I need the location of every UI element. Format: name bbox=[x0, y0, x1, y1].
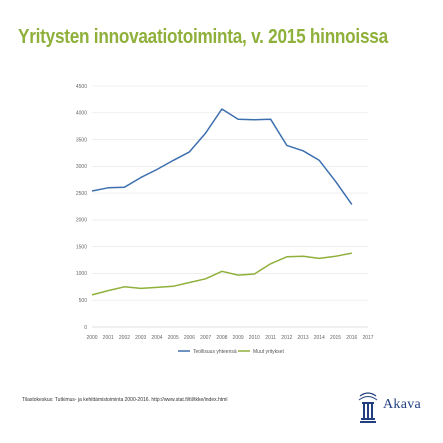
y-tick-label: 1500 bbox=[76, 244, 87, 250]
x-tick-label: 2017 bbox=[362, 335, 373, 341]
x-tick-label: 2013 bbox=[297, 335, 308, 341]
x-tick-label: 2002 bbox=[119, 335, 130, 341]
legend-label-1: Muut yritykset bbox=[253, 349, 284, 355]
x-axis: 2000 2001 2002 2003 2004 2005 2006 2007 2008 2009… bbox=[86, 335, 373, 341]
x-tick-label: 2015 bbox=[330, 335, 341, 341]
y-tick-label: 3500 bbox=[76, 137, 87, 143]
y-tick-label: 2500 bbox=[76, 191, 87, 197]
x-tick-label: 2010 bbox=[249, 335, 260, 341]
y-tick-label: 4500 bbox=[76, 84, 87, 90]
x-tick-label: 2004 bbox=[151, 335, 162, 341]
series-line-1 bbox=[91, 252, 352, 296]
series-line-0 bbox=[91, 108, 353, 205]
x-tick-label: 2003 bbox=[135, 335, 146, 341]
x-tick-label: 2008 bbox=[216, 335, 227, 341]
akava-logo: Akava bbox=[356, 386, 432, 430]
y-tick-label: 500 bbox=[79, 298, 88, 304]
x-tick-label: 2011 bbox=[265, 335, 276, 341]
y-axis: 0 500 1000 1500 2000 2500 3000 3500 4000 4500 bbox=[76, 84, 87, 331]
x-tick-label: 2014 bbox=[314, 335, 325, 341]
y-tick-label: 0 bbox=[84, 325, 87, 331]
logo-text: Akava bbox=[383, 397, 422, 412]
chart-series bbox=[91, 108, 353, 296]
x-tick-label: 2016 bbox=[346, 335, 357, 341]
pillar-logo-icon bbox=[358, 392, 378, 423]
y-tick-label: 4000 bbox=[76, 111, 87, 117]
y-tick-label: 1000 bbox=[76, 271, 87, 277]
x-tick-label: 2000 bbox=[86, 335, 97, 341]
source-note: Tilastokeskus: Tutkimus- ja kehittämisto… bbox=[22, 397, 228, 403]
x-tick-label: 2007 bbox=[200, 335, 211, 341]
x-tick-label: 2009 bbox=[233, 335, 244, 341]
x-tick-label: 2001 bbox=[103, 335, 114, 341]
legend-label-0: Teollisuus yhteensä bbox=[193, 349, 237, 355]
chart-legend: Teollisuus yhteensä Muut yritykset bbox=[178, 349, 284, 355]
page-title: Yritysten innovaatiotoiminta, v. 2015 hi… bbox=[18, 26, 388, 48]
y-tick-label: 3000 bbox=[76, 164, 87, 170]
y-tick-label: 2000 bbox=[76, 218, 87, 224]
x-tick-label: 2006 bbox=[184, 335, 195, 341]
x-tick-label: 2012 bbox=[281, 335, 292, 341]
x-tick-label: 2005 bbox=[168, 335, 179, 341]
chart-grid bbox=[92, 85, 368, 328]
